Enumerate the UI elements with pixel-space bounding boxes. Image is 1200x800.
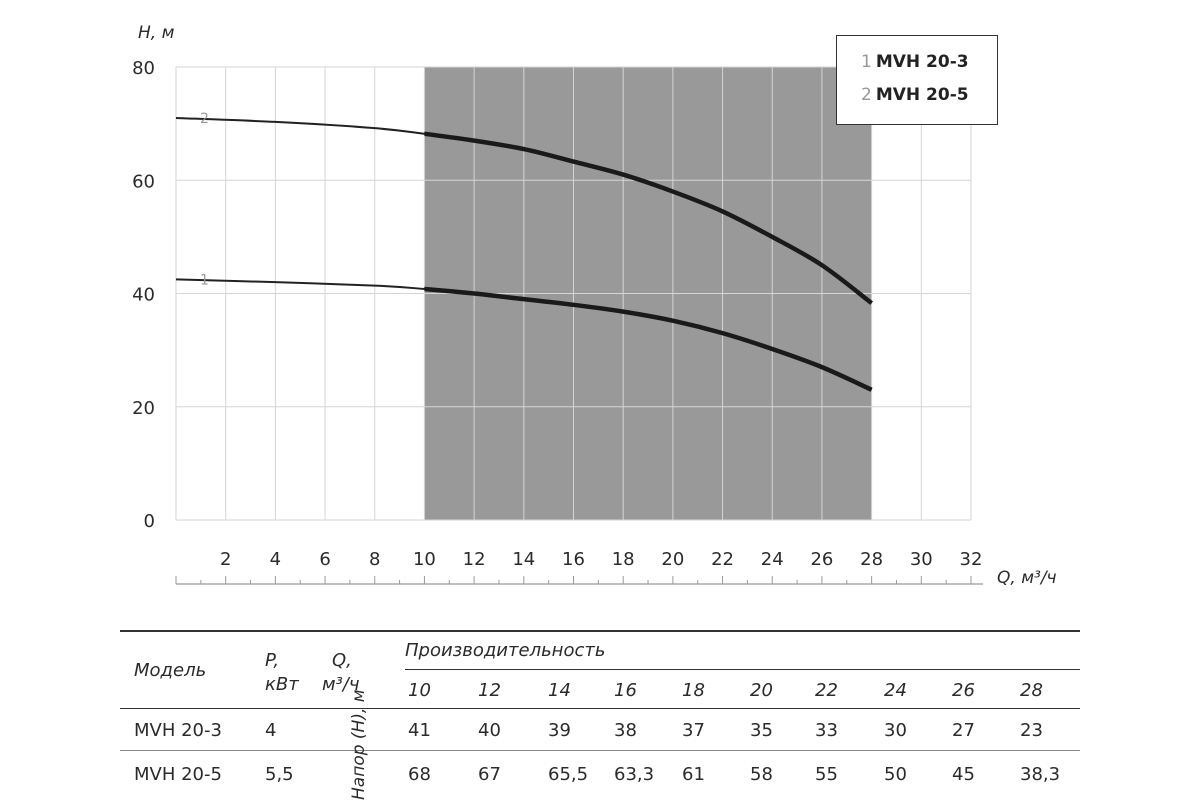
x-tick-label: 26 xyxy=(810,549,833,570)
table-cell-head: 61 xyxy=(682,764,705,785)
legend-item-2: 2 MVH 20-5 xyxy=(861,85,969,105)
table-flow-header: 20 xyxy=(750,680,773,701)
table-flow-header: 22 xyxy=(815,680,838,701)
table-col-flow-sym: Q, xyxy=(332,650,352,671)
table-cell-head: 41 xyxy=(408,720,431,741)
table-cell-power: 5,5 xyxy=(265,764,294,785)
table-cell-head: 23 xyxy=(1020,720,1043,741)
table-cell-model: MVH 20-3 xyxy=(134,720,222,741)
table-cell-power: 4 xyxy=(265,720,277,741)
table-cell-head: 68 xyxy=(408,764,431,785)
x-tick-label: 6 xyxy=(319,549,330,570)
table-cell-head: 30 xyxy=(884,720,907,741)
table-cell-head: 40 xyxy=(478,720,501,741)
table-cell-head: 27 xyxy=(952,720,975,741)
x-axis-label: Q, м³/ч xyxy=(997,568,1057,588)
table-cell-head: 39 xyxy=(548,720,571,741)
y-tick-label: 60 xyxy=(132,171,155,192)
table-top-rule xyxy=(120,630,1080,632)
table-cell-head: 63,3 xyxy=(614,764,655,785)
table-col-flow-unit: м³/ч xyxy=(322,674,360,695)
legend-item-1: 1 MVH 20-3 xyxy=(861,52,969,72)
table-cell-head: 50 xyxy=(884,764,907,785)
x-tick-label: 10 xyxy=(413,549,436,570)
y-axis-label: H, м xyxy=(138,23,175,43)
y-axis-ticks: 0 20 40 60 80 xyxy=(132,58,155,532)
table-flow-header: 10 xyxy=(408,680,431,701)
table-cell-head: 33 xyxy=(815,720,838,741)
x-tick-label: 30 xyxy=(910,549,933,570)
x-tick-label: 14 xyxy=(512,549,535,570)
x-tick-label: 24 xyxy=(761,549,784,570)
table-cell-head: 55 xyxy=(815,764,838,785)
x-tick-label: 32 xyxy=(960,549,983,570)
series-number-label: 1 xyxy=(200,272,209,288)
x-tick-label: 4 xyxy=(270,549,281,570)
x-tick-label: 8 xyxy=(369,549,380,570)
table-flow-header: 12 xyxy=(478,680,501,701)
table-flow-header: 24 xyxy=(884,680,907,701)
series-group: 12 xyxy=(175,111,873,392)
table-col-performance: Производительность xyxy=(405,640,606,661)
x-tick-label: 2 xyxy=(220,549,231,570)
table-row-rule xyxy=(120,750,1080,751)
x-tick-label: 28 xyxy=(860,549,883,570)
series-number-label: 2 xyxy=(200,111,209,127)
table-flow-header: 14 xyxy=(548,680,571,701)
table-perf-rule xyxy=(405,669,1080,670)
x-tick-label: 22 xyxy=(711,549,734,570)
performance-table: Модель P, кВт Q, м³/ч Производительность… xyxy=(120,630,1080,800)
table-flow-header: 16 xyxy=(614,680,637,701)
table-cell-head: 38,3 xyxy=(1020,764,1061,785)
y-tick-label: 0 xyxy=(144,511,155,532)
table-cell-head: 58 xyxy=(750,764,773,785)
series-line-2-operating xyxy=(424,131,873,305)
table-cell-head: 35 xyxy=(750,720,773,741)
legend-item-2-number: 2 xyxy=(861,85,872,105)
legend-item-1-number: 1 xyxy=(861,52,872,72)
x-tick-label: 12 xyxy=(463,549,486,570)
y-tick-label: 40 xyxy=(132,285,155,306)
table-cell-head: 67 xyxy=(478,764,501,785)
table-cell-head: 65,5 xyxy=(548,764,589,785)
legend-item-1-label: MVH 20-3 xyxy=(875,52,969,72)
table-cell-head: 37 xyxy=(682,720,705,741)
x-axis: 2 4 6 8 10 12 14 16 18 20 22 24 26 28 30 32 xyxy=(175,549,983,585)
y-tick-label: 20 xyxy=(132,398,155,419)
table-flow-header: 28 xyxy=(1020,680,1043,701)
table-flow-header: 26 xyxy=(952,680,975,701)
x-tick-label: 20 xyxy=(661,549,684,570)
legend-item-2-label: MVH 20-5 xyxy=(875,85,969,105)
table-col-power-unit: кВт xyxy=(265,674,299,695)
x-tick-label: 16 xyxy=(562,549,585,570)
table-cell-head: 38 xyxy=(614,720,637,741)
series-line-1-operating xyxy=(424,286,873,392)
table-col-model: Модель xyxy=(134,660,207,681)
table-head-label: Напор (Н), м xyxy=(349,689,369,800)
table-cell-model: MVH 20-5 xyxy=(134,764,222,785)
x-tick-label: 18 xyxy=(612,549,635,570)
table-cell-head: 45 xyxy=(952,764,975,785)
table-flow-header: 18 xyxy=(682,680,705,701)
table-header-rule xyxy=(120,708,1080,709)
table-col-power-sym: P, xyxy=(265,650,280,671)
legend: 1 MVH 20-3 2 MVH 20-5 xyxy=(836,35,998,125)
y-tick-label: 80 xyxy=(132,58,155,79)
